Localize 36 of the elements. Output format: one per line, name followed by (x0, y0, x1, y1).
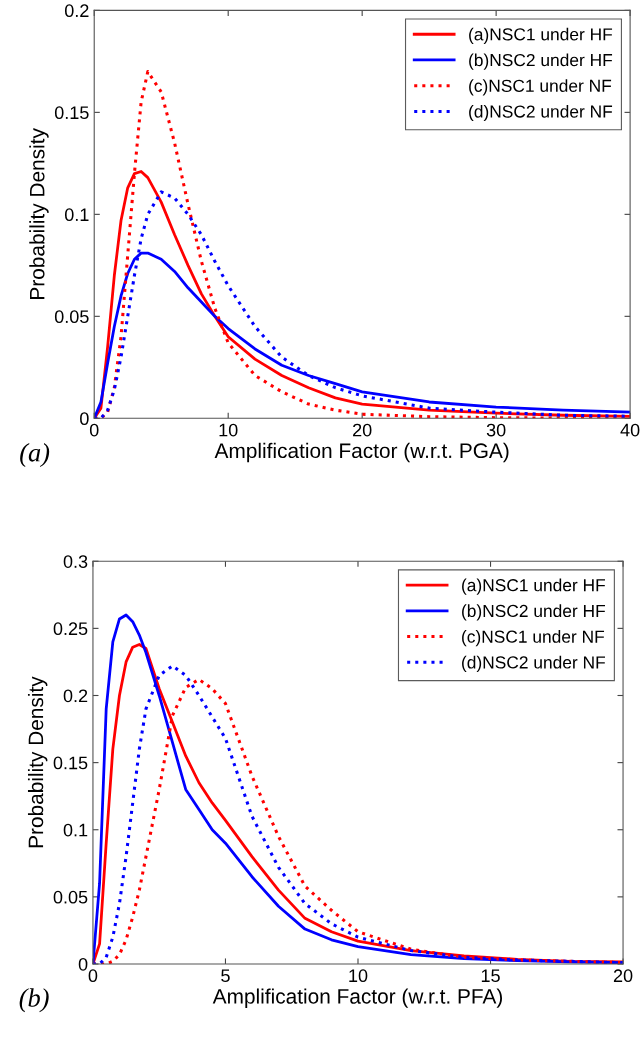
y-tick-label: 0.2 (63, 689, 88, 703)
y-axis-title: Probability Density (29, 128, 49, 299)
x-tick-label: 15 (481, 969, 500, 983)
x-tick-label: 30 (486, 423, 506, 437)
legend-label: (a)NSC1 under HF (469, 27, 613, 44)
y-tick-label: 0.15 (54, 106, 89, 120)
legend-label: (b)NSC2 under HF (469, 53, 613, 70)
y-tick-label: 0 (78, 957, 88, 971)
y-tick-label: 0.1 (63, 823, 88, 837)
x-tick-label: 20 (613, 969, 633, 983)
y-tick-label: 0.1 (64, 208, 89, 222)
y-tick-label: 0.3 (63, 555, 88, 568)
x-axis-title: Amplification Factor (w.r.t. PGA) (214, 442, 509, 463)
x-tick-label: 0 (89, 423, 99, 437)
x-axis-title: Amplification Factor (w.r.t. PFA) (212, 988, 503, 1008)
legend-label: (c)NSC1 under NF (469, 79, 612, 96)
y-tick-label: 0.25 (53, 622, 88, 636)
legend-label: (c)NSC1 under NF (462, 630, 605, 647)
y-tick-label: 0.05 (53, 890, 88, 904)
text: (b) (19, 988, 49, 1013)
y-tick-label: 0.05 (54, 310, 89, 324)
y-tick-label: 0.2 (64, 4, 89, 18)
text: (a) (20, 443, 50, 467)
x-tick-label: 10 (219, 423, 238, 437)
legend-label: (d)NSC2 under NF (469, 104, 613, 122)
x-tick-label: 5 (221, 969, 230, 983)
legend-label: (d)NSC2 under NF (462, 655, 605, 672)
y-tick-label: 0 (80, 412, 89, 426)
x-tick-label: 20 (353, 423, 372, 437)
y-tick-label: 0.15 (53, 756, 88, 770)
x-tick-label: 0 (88, 969, 98, 983)
x-tick-label: 10 (349, 969, 368, 983)
y-axis-title: Probability Density (27, 676, 48, 848)
legend-label: (a)NSC1 under HF (462, 578, 605, 595)
legend-label: (b)NSC2 under HF (462, 604, 605, 621)
x-tick-label: 40 (620, 423, 640, 437)
